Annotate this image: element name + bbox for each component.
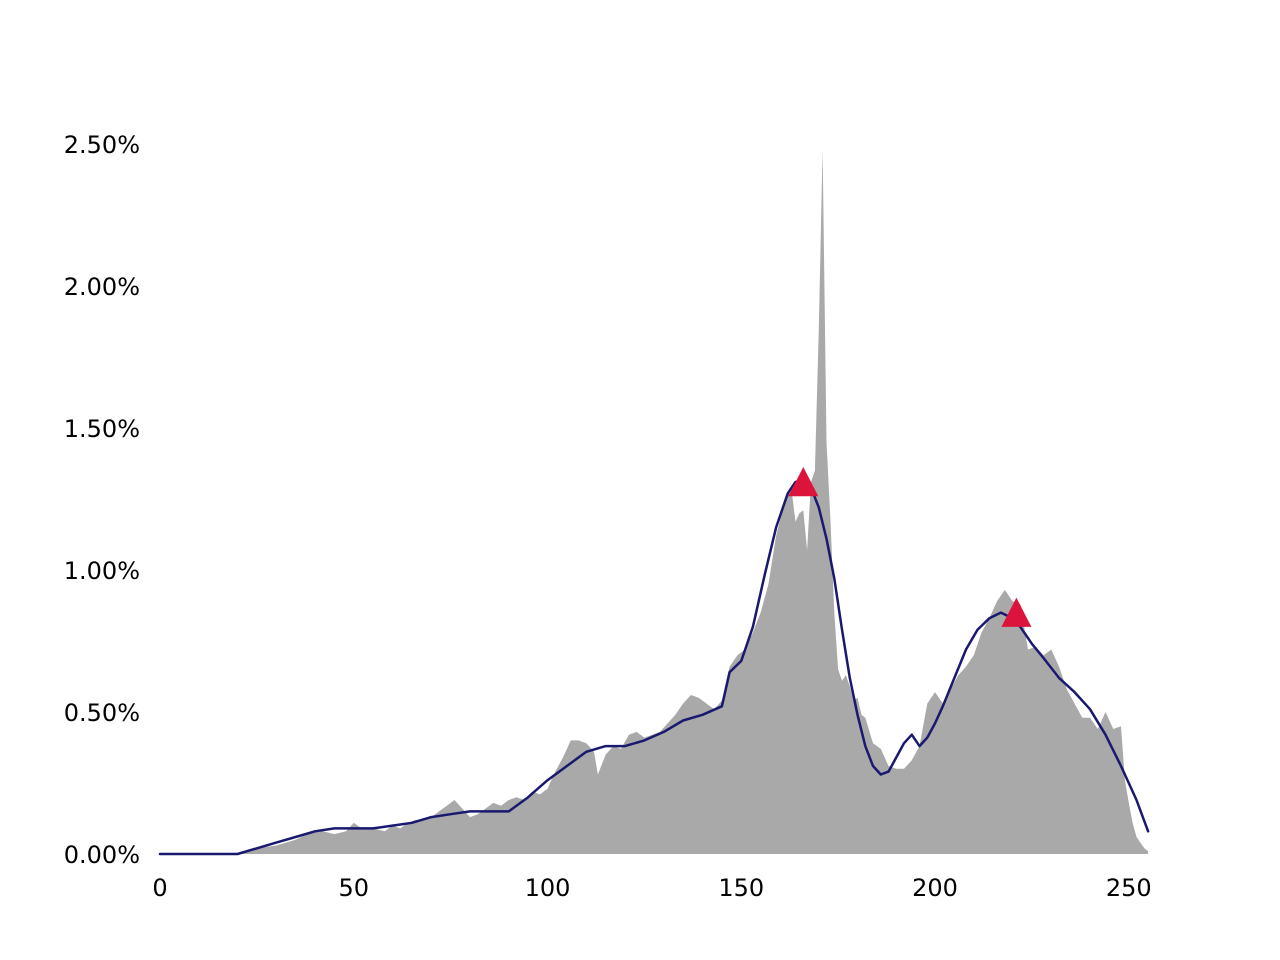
x-axis-ticks: 0 50 100 150 200 250 bbox=[152, 874, 1151, 902]
x-tick-label: 50 bbox=[339, 874, 370, 902]
histogram-area bbox=[160, 149, 1149, 854]
x-tick-label: 100 bbox=[525, 874, 571, 902]
y-tick-label: 0.00% bbox=[64, 841, 140, 869]
peak-marker bbox=[788, 467, 819, 497]
peak-marker bbox=[1001, 597, 1032, 627]
x-tick-label: 150 bbox=[718, 874, 764, 902]
y-tick-label: 2.50% bbox=[64, 131, 140, 159]
x-tick-label: 0 bbox=[152, 874, 167, 902]
peak-marker-layer bbox=[788, 467, 1032, 627]
y-tick-label: 1.00% bbox=[64, 557, 140, 585]
x-tick-label: 250 bbox=[1106, 874, 1152, 902]
y-tick-label: 0.50% bbox=[64, 699, 140, 727]
histogram-area-layer bbox=[160, 149, 1149, 854]
y-tick-label: 1.50% bbox=[64, 415, 140, 443]
y-tick-label: 2.00% bbox=[64, 273, 140, 301]
x-tick-label: 200 bbox=[912, 874, 958, 902]
y-axis-ticks: 0.00% 0.50% 1.00% 1.50% 2.00% 2.50% bbox=[64, 131, 140, 869]
